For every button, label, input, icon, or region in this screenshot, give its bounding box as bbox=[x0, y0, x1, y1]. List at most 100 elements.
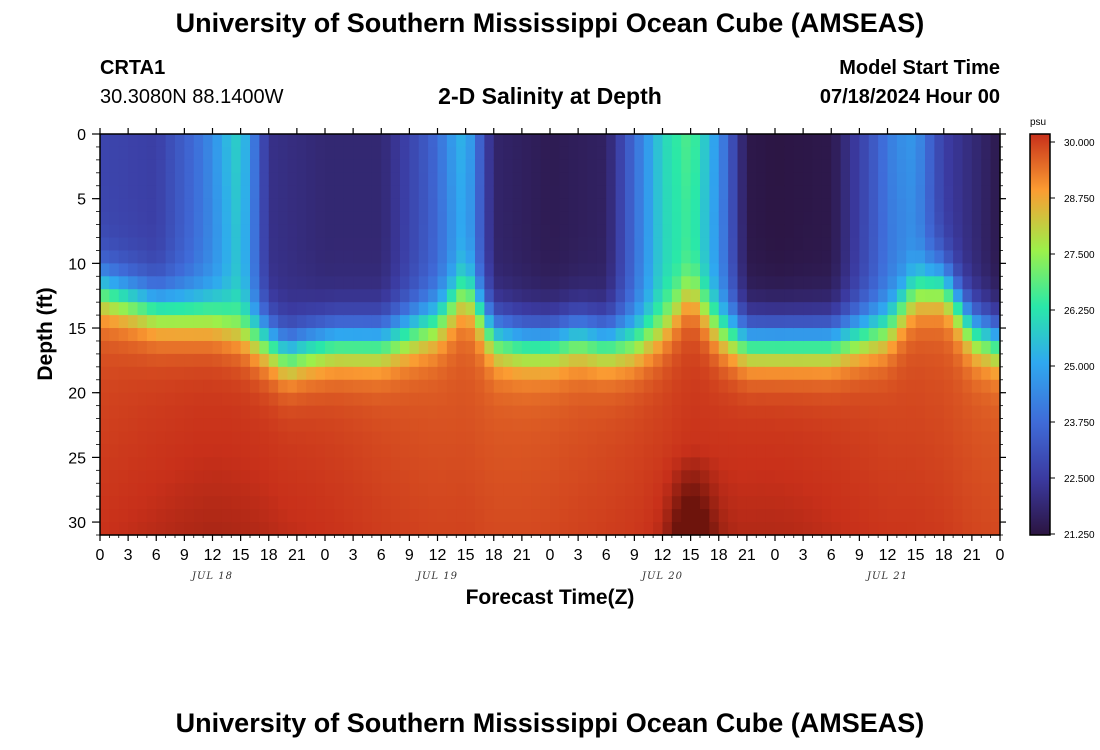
x-tick-label: 0 bbox=[771, 547, 780, 564]
heatmap-cell bbox=[221, 444, 232, 458]
heatmap-cell bbox=[475, 276, 485, 290]
heatmap-cell bbox=[278, 392, 289, 407]
heatmap-cell bbox=[934, 418, 945, 433]
heatmap-cell bbox=[465, 328, 476, 342]
heatmap-cell bbox=[887, 340, 898, 355]
heatmap-cell bbox=[662, 457, 673, 471]
chart-subtitle: 2-D Salinity at Depth bbox=[438, 83, 662, 109]
heatmap-cell bbox=[615, 470, 626, 484]
heatmap-cell bbox=[831, 211, 842, 226]
heatmap-cell bbox=[137, 198, 148, 213]
heatmap-cell bbox=[606, 289, 617, 303]
heatmap-cell bbox=[859, 392, 870, 407]
heatmap-cell bbox=[587, 366, 598, 381]
heatmap-cell bbox=[484, 185, 495, 200]
heatmap-cell bbox=[568, 509, 579, 523]
heatmap-cell bbox=[343, 185, 354, 200]
heatmap-cell bbox=[118, 418, 129, 433]
heatmap-cell bbox=[437, 237, 448, 252]
heatmap-cell bbox=[231, 134, 242, 148]
heatmap-cell bbox=[728, 405, 739, 420]
heatmap-cell bbox=[203, 263, 214, 277]
heatmap-cell bbox=[240, 237, 251, 252]
heatmap-cell bbox=[943, 522, 954, 536]
heatmap-cell bbox=[793, 159, 804, 174]
heatmap-cell bbox=[943, 366, 954, 381]
heatmap-cell bbox=[615, 250, 626, 264]
heatmap-cell bbox=[212, 522, 223, 536]
heatmap-cell bbox=[578, 315, 589, 329]
heatmap-cell bbox=[465, 224, 476, 239]
heatmap-cell bbox=[746, 159, 757, 174]
heatmap-cell bbox=[737, 289, 748, 303]
heatmap-cell bbox=[559, 159, 570, 174]
heatmap-cell bbox=[531, 146, 542, 161]
heatmap-cell bbox=[953, 276, 964, 290]
heatmap-cell bbox=[990, 457, 1001, 471]
heatmap-cell bbox=[925, 509, 935, 523]
heatmap-cell bbox=[446, 470, 457, 484]
heatmap-cell bbox=[934, 276, 945, 290]
heatmap-cell bbox=[615, 224, 626, 239]
heatmap-cell bbox=[278, 483, 289, 497]
heatmap-cell bbox=[512, 418, 523, 433]
heatmap-cell bbox=[484, 198, 495, 213]
heatmap-cell bbox=[400, 159, 410, 174]
heatmap-cell bbox=[625, 276, 635, 290]
heatmap-cell bbox=[268, 172, 279, 187]
heatmap-cell bbox=[278, 470, 289, 484]
heatmap-cell bbox=[446, 418, 457, 433]
heatmap-cell bbox=[371, 405, 382, 420]
heatmap-cell bbox=[175, 263, 185, 277]
heatmap-cell bbox=[953, 353, 964, 368]
heatmap-cell bbox=[718, 237, 729, 252]
heatmap-cell bbox=[334, 159, 345, 174]
heatmap-cell bbox=[596, 470, 607, 484]
heatmap-cell bbox=[868, 405, 879, 420]
heatmap-cell bbox=[793, 509, 804, 523]
heatmap-cell bbox=[146, 198, 157, 213]
heatmap-cell bbox=[315, 224, 326, 239]
heatmap-cell bbox=[521, 289, 532, 303]
heatmap-cell bbox=[653, 185, 664, 200]
heatmap-cell bbox=[728, 159, 739, 174]
heatmap-cell bbox=[428, 405, 439, 420]
heatmap-cell bbox=[700, 211, 710, 226]
heatmap-cell bbox=[896, 496, 907, 510]
heatmap-cell bbox=[896, 302, 907, 316]
heatmap-cell bbox=[184, 185, 195, 200]
heatmap-cell bbox=[896, 522, 907, 536]
heatmap-cell bbox=[334, 509, 345, 523]
heatmap-cell bbox=[512, 185, 523, 200]
heatmap-cell bbox=[737, 185, 748, 200]
heatmap-cell bbox=[156, 224, 167, 239]
heatmap-cell bbox=[334, 496, 345, 510]
heatmap-cell bbox=[803, 353, 814, 368]
heatmap-cell bbox=[840, 431, 851, 446]
heatmap-cell bbox=[343, 431, 354, 446]
heatmap-cell bbox=[296, 353, 307, 368]
heatmap-cell bbox=[203, 444, 214, 458]
heatmap-cell bbox=[812, 146, 823, 161]
heatmap-cell bbox=[925, 444, 935, 458]
heatmap-cell bbox=[268, 315, 279, 329]
heatmap-cell bbox=[643, 315, 654, 329]
heatmap-cell bbox=[850, 237, 860, 252]
heatmap-cell bbox=[953, 340, 964, 355]
heatmap-cell bbox=[100, 224, 110, 239]
heatmap-cell bbox=[278, 134, 289, 148]
heatmap-cell bbox=[137, 328, 148, 342]
heatmap-cell bbox=[193, 379, 204, 394]
heatmap-cell bbox=[578, 185, 589, 200]
heatmap-cell bbox=[465, 405, 476, 420]
heatmap-cell bbox=[709, 470, 720, 484]
heatmap-cell bbox=[803, 250, 814, 264]
heatmap-cell bbox=[362, 509, 373, 523]
heatmap-cell bbox=[540, 134, 551, 148]
heatmap-cell bbox=[353, 340, 364, 355]
heatmap-cell bbox=[315, 379, 326, 394]
heatmap-cell bbox=[212, 211, 223, 226]
heatmap-cell bbox=[765, 198, 776, 213]
heatmap-cell bbox=[934, 444, 945, 458]
heatmap-cell bbox=[934, 509, 945, 523]
